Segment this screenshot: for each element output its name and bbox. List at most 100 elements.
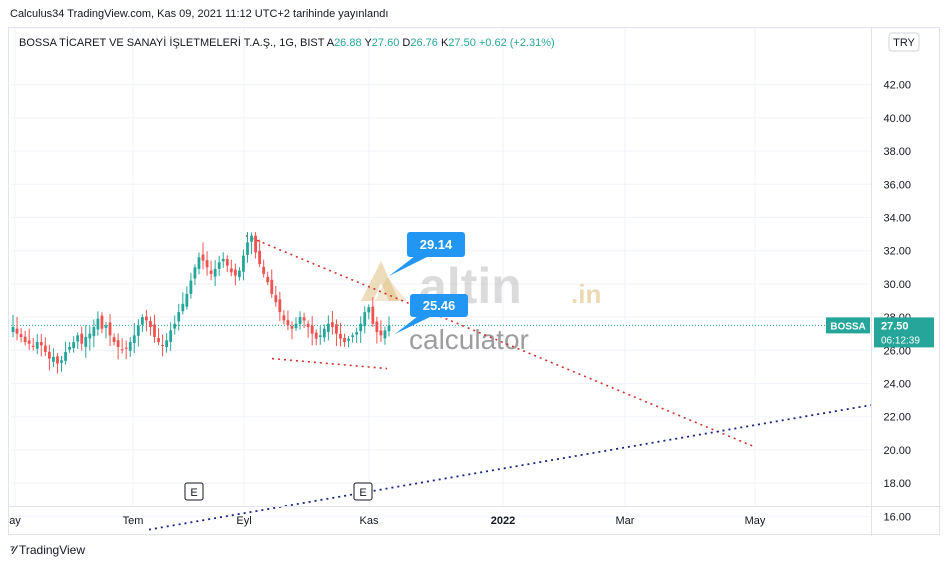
candle-body xyxy=(76,335,80,342)
candle-body xyxy=(47,351,51,359)
watermark-tld: .in xyxy=(571,279,601,309)
candle-body xyxy=(375,321,379,333)
candle-body xyxy=(173,323,177,329)
legend-high-label: Y xyxy=(364,37,372,49)
watermark-sub: calculator xyxy=(409,324,529,355)
footer[interactable]: ⁷⁄ TradingView xyxy=(10,543,85,557)
symbol-tag xyxy=(826,317,870,334)
candle-body xyxy=(112,337,116,342)
candle-body xyxy=(88,333,92,339)
y-tick-label: 26.00 xyxy=(883,345,911,357)
x-tick-label: Kas xyxy=(360,515,379,527)
candle-body xyxy=(43,345,47,352)
candle-body xyxy=(205,260,209,268)
candle-body xyxy=(128,342,132,351)
candle-body xyxy=(157,337,160,342)
legend-low-value: 26.76 xyxy=(410,37,441,49)
candle-body xyxy=(217,262,221,269)
candle-body xyxy=(19,334,23,338)
y-tick-label: 22.00 xyxy=(883,412,911,424)
candle-body xyxy=(60,360,63,363)
countdown-label: 06:12:39 xyxy=(881,335,920,346)
candle-body xyxy=(213,268,217,277)
candle-body xyxy=(318,335,322,337)
published-line: Calculus34 TradingView.com, Kas 09, 2021… xyxy=(10,8,389,20)
candle-body xyxy=(132,335,136,344)
legend-change: +0.62 (+2.31%) xyxy=(479,37,555,49)
currency-button[interactable] xyxy=(888,32,920,52)
candle-body xyxy=(367,307,371,313)
candle-body xyxy=(153,324,156,338)
candle-body xyxy=(262,266,266,274)
currency-button-label: TRY xyxy=(893,37,915,49)
earnings-marker[interactable] xyxy=(353,482,373,501)
last-price-label: 27.50 xyxy=(881,320,909,332)
candle-body xyxy=(347,338,350,341)
support-line[interactable] xyxy=(271,357,388,370)
legend-close-label: K xyxy=(441,37,449,49)
legend-low-label: D xyxy=(402,37,410,49)
candle-body xyxy=(35,342,39,349)
candle-body xyxy=(221,259,225,262)
candle-body xyxy=(278,299,282,313)
chart-panel[interactable]: altin .in calculator 29.14 25.46 42.00 40.00… xyxy=(8,27,941,536)
x-tick-label: Eyl xyxy=(236,515,251,527)
candle-body xyxy=(100,315,104,329)
candle-body xyxy=(335,324,338,334)
candle-body xyxy=(72,342,76,349)
callout-box[interactable] xyxy=(407,232,465,257)
x-tick-label: Mar xyxy=(616,515,635,527)
candle-body xyxy=(290,326,294,329)
callout-label: 25.46 xyxy=(423,298,456,313)
candle-body xyxy=(322,328,326,338)
candle-body xyxy=(282,315,286,321)
candle-body xyxy=(84,337,88,347)
x-tick-label: May xyxy=(745,515,766,527)
candle-body xyxy=(258,250,262,264)
candle-body xyxy=(326,323,330,332)
candle-body xyxy=(266,276,270,283)
legend: BOSSA TİCARET VE SANAYİ İŞLETMELERİ T.A.… xyxy=(19,36,555,49)
candle-body xyxy=(286,320,290,326)
candle-body xyxy=(197,257,201,269)
watermark-logo-icon xyxy=(361,261,399,301)
candle-body xyxy=(250,235,253,242)
resistance-line[interactable] xyxy=(245,235,755,448)
candle-body xyxy=(363,312,367,327)
candle-body xyxy=(52,356,55,362)
candle-body xyxy=(189,280,193,294)
callout-box[interactable] xyxy=(410,294,468,317)
earnings-marker[interactable] xyxy=(184,482,204,501)
candle-body xyxy=(120,349,124,351)
symbol-tag-label: BOSSA xyxy=(830,321,866,332)
long-term-support-line[interactable] xyxy=(148,404,872,531)
earnings-marker-label: E xyxy=(190,487,197,499)
candle-body xyxy=(225,259,229,266)
candle-body xyxy=(355,332,359,335)
legend-close-value: 27.50 xyxy=(448,37,479,49)
candle-body xyxy=(238,270,241,277)
candle-body xyxy=(330,322,334,328)
footer-brand[interactable]: TradingView xyxy=(18,543,86,557)
y-tick-label: 18.00 xyxy=(883,478,911,490)
candle-body xyxy=(359,323,363,332)
candle-body xyxy=(233,269,237,276)
x-tick-label: 2022 xyxy=(491,515,515,527)
x-tick-label: Tem xyxy=(123,515,144,527)
candle-body xyxy=(149,320,152,328)
candle-body xyxy=(92,327,96,337)
candle-body xyxy=(387,325,391,332)
tradingview-logo-icon: ⁷⁄ xyxy=(10,543,16,557)
candle-body xyxy=(31,345,35,347)
y-tick-label: 20.00 xyxy=(883,445,911,457)
candle-body xyxy=(181,303,185,312)
candle-body xyxy=(201,254,205,261)
callout-pointer xyxy=(389,256,429,276)
candle-body xyxy=(343,337,346,342)
callout-label: 29.14 xyxy=(420,237,453,252)
candle-body xyxy=(314,332,318,339)
candle-body xyxy=(27,340,31,344)
candle-body xyxy=(310,325,314,334)
